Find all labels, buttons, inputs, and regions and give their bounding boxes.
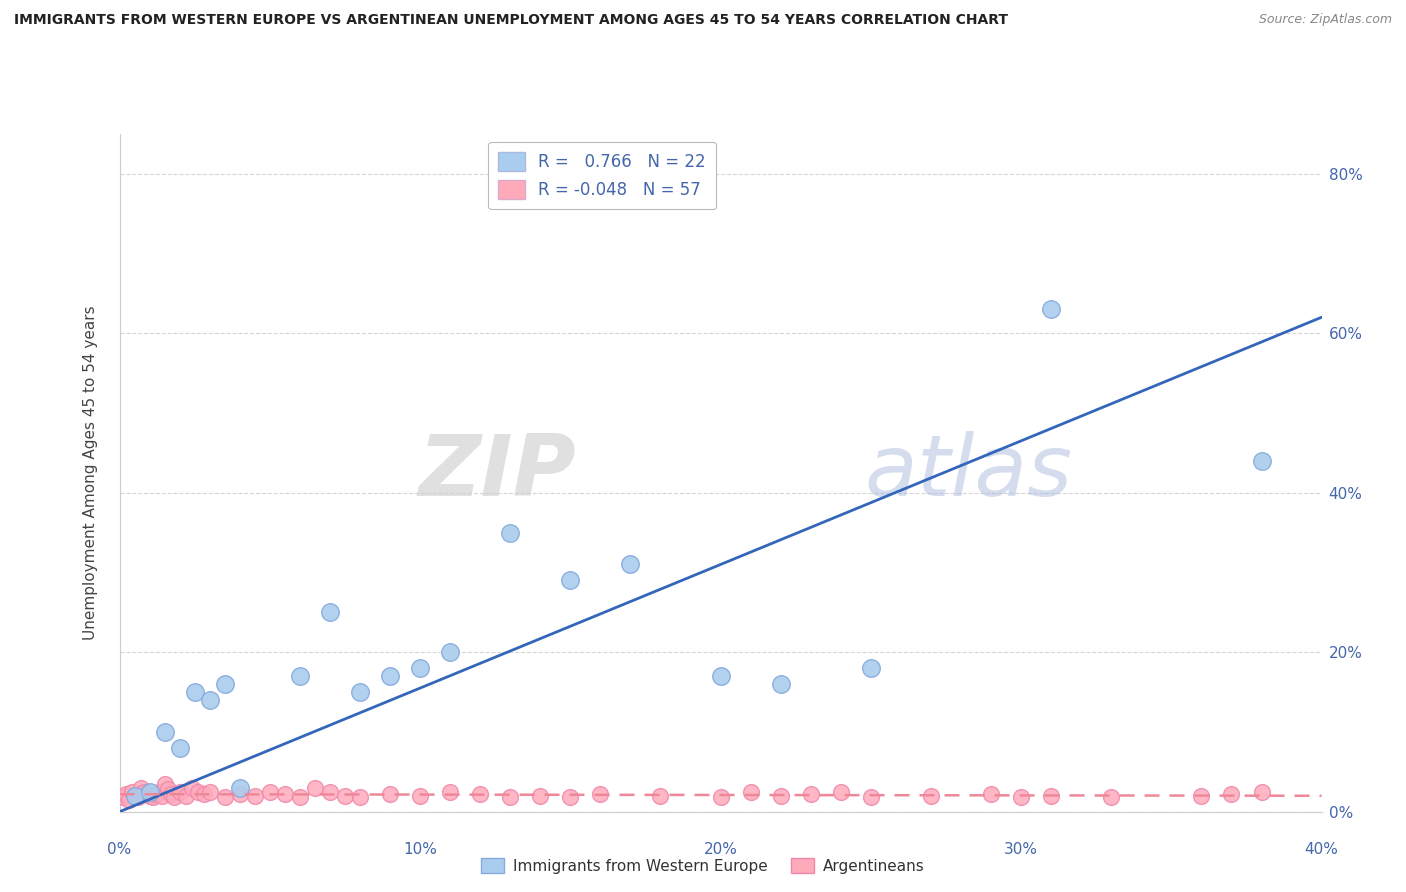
Point xyxy=(499,525,522,540)
Point xyxy=(378,787,401,801)
Point xyxy=(148,785,170,799)
Point xyxy=(560,790,582,805)
Text: atlas: atlas xyxy=(865,431,1073,515)
Point xyxy=(228,780,252,795)
Point xyxy=(162,790,184,805)
Point xyxy=(132,785,155,799)
Point xyxy=(169,785,191,799)
Text: Source: ZipAtlas.com: Source: ZipAtlas.com xyxy=(1258,13,1392,27)
Point xyxy=(117,793,139,807)
Point xyxy=(135,787,157,801)
Point xyxy=(319,605,342,619)
Point xyxy=(859,790,882,805)
Text: ZIP: ZIP xyxy=(419,431,576,515)
Point xyxy=(174,789,197,803)
Point xyxy=(619,558,641,572)
Point xyxy=(153,777,176,791)
Point xyxy=(159,787,181,801)
Point xyxy=(156,782,179,797)
Point xyxy=(142,790,165,805)
Text: 20%: 20% xyxy=(703,842,738,857)
Point xyxy=(198,785,221,799)
Point xyxy=(124,789,146,803)
Point xyxy=(1250,454,1272,468)
Point xyxy=(333,789,356,803)
Point xyxy=(409,661,432,675)
Point xyxy=(709,669,731,683)
Point xyxy=(980,787,1002,801)
Point xyxy=(114,787,136,801)
Text: 0%: 0% xyxy=(107,842,132,857)
Point xyxy=(1220,787,1243,801)
Point xyxy=(769,677,792,691)
Point xyxy=(560,574,582,588)
Point xyxy=(193,787,215,801)
Point xyxy=(121,785,143,799)
Point xyxy=(1010,790,1032,805)
Legend: R =   0.766   N = 22, R = -0.048   N = 57: R = 0.766 N = 22, R = -0.048 N = 57 xyxy=(488,142,716,209)
Point xyxy=(274,787,297,801)
Point xyxy=(800,787,823,801)
Point xyxy=(1189,789,1212,803)
Point xyxy=(409,789,432,803)
Point xyxy=(214,677,236,691)
Point xyxy=(319,785,342,799)
Point xyxy=(183,685,205,699)
Point xyxy=(529,789,551,803)
Point xyxy=(304,780,326,795)
Point xyxy=(1040,789,1063,803)
Point xyxy=(468,787,492,801)
Point xyxy=(169,740,191,755)
Point xyxy=(378,669,401,683)
Point xyxy=(180,780,202,795)
Y-axis label: Unemployment Among Ages 45 to 54 years: Unemployment Among Ages 45 to 54 years xyxy=(83,305,98,640)
Point xyxy=(349,790,371,805)
Point xyxy=(198,693,221,707)
Point xyxy=(769,789,792,803)
Point xyxy=(145,787,167,801)
Point xyxy=(859,661,882,675)
Point xyxy=(288,790,311,805)
Point xyxy=(830,785,852,799)
Point xyxy=(709,790,731,805)
Point xyxy=(499,790,522,805)
Point xyxy=(349,685,371,699)
Point xyxy=(228,787,252,801)
Point xyxy=(920,789,942,803)
Point xyxy=(127,790,149,805)
Point xyxy=(259,785,281,799)
Point xyxy=(740,785,762,799)
Legend: Immigrants from Western Europe, Argentineans: Immigrants from Western Europe, Argentin… xyxy=(475,852,931,880)
Point xyxy=(288,669,311,683)
Point xyxy=(439,785,461,799)
Point xyxy=(243,789,266,803)
Point xyxy=(111,790,134,805)
Point xyxy=(439,645,461,659)
Point xyxy=(138,785,160,799)
Point xyxy=(138,789,160,803)
Point xyxy=(124,789,146,803)
Point xyxy=(214,790,236,805)
Text: 40%: 40% xyxy=(1305,842,1339,857)
Point xyxy=(150,789,173,803)
Text: 10%: 10% xyxy=(404,842,437,857)
Point xyxy=(153,725,176,739)
Point xyxy=(1099,790,1122,805)
Text: 30%: 30% xyxy=(1004,842,1038,857)
Point xyxy=(589,787,612,801)
Point xyxy=(1250,785,1272,799)
Point xyxy=(1040,302,1063,317)
Point xyxy=(187,785,209,799)
Point xyxy=(650,789,672,803)
Point xyxy=(129,780,152,795)
Text: IMMIGRANTS FROM WESTERN EUROPE VS ARGENTINEAN UNEMPLOYMENT AMONG AGES 45 TO 54 Y: IMMIGRANTS FROM WESTERN EUROPE VS ARGENT… xyxy=(14,13,1008,28)
